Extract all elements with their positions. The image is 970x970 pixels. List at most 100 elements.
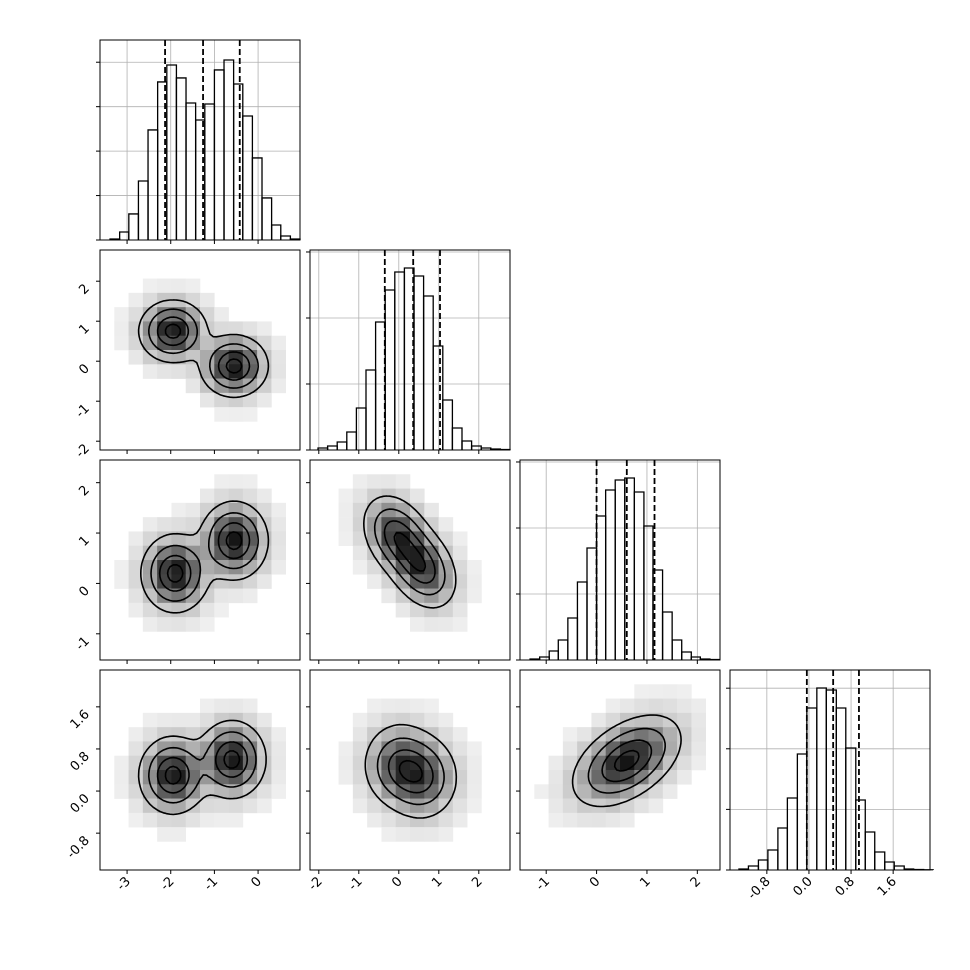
density-cell <box>438 588 454 604</box>
x-tick-label: 0 <box>248 874 264 890</box>
density-cell <box>591 712 607 728</box>
density-cell <box>677 712 692 728</box>
density-cell <box>367 560 382 575</box>
density-cell <box>157 321 172 337</box>
density-cell <box>257 502 272 518</box>
density-cell <box>200 798 215 814</box>
density-cell <box>438 617 454 632</box>
contour <box>164 750 241 785</box>
density-cell <box>395 574 411 589</box>
contour <box>571 714 682 808</box>
histogram-bin <box>175 77 187 240</box>
density-cell <box>662 755 678 771</box>
density-cell <box>242 574 258 589</box>
density-cell <box>662 741 678 757</box>
density-cell <box>410 812 425 828</box>
density-cell <box>128 812 144 828</box>
density-cell <box>691 755 707 771</box>
density-cell <box>128 321 144 337</box>
density-cell <box>271 770 287 785</box>
density-cell <box>142 517 158 532</box>
density-cell <box>128 784 144 799</box>
density-cell <box>157 517 172 532</box>
contour <box>387 749 434 794</box>
density-cell <box>467 798 482 814</box>
density-cell <box>114 770 129 785</box>
density-cell <box>185 560 201 575</box>
density-cell <box>185 617 201 632</box>
y-tick-label: 1.6 <box>68 707 93 732</box>
density-cell <box>257 798 272 814</box>
x-tick-label: -2 <box>306 874 326 894</box>
density-cell <box>171 364 187 379</box>
histogram-bin <box>643 525 654 660</box>
histogram-bin <box>326 445 338 450</box>
density-cell <box>128 531 144 547</box>
contour <box>148 731 257 804</box>
density-cell <box>548 798 564 814</box>
pair-panel <box>338 698 482 842</box>
histogram-bin <box>413 275 425 450</box>
density-cell <box>171 812 187 828</box>
density-cell <box>214 574 229 589</box>
density-cell <box>185 588 201 604</box>
density-cell <box>142 321 158 337</box>
density-cell <box>452 545 468 561</box>
density-cell <box>410 727 425 742</box>
density-cell <box>338 502 354 518</box>
density-cell <box>228 812 244 828</box>
histogram-bin <box>767 849 779 870</box>
density-cell <box>228 560 244 575</box>
density-cell <box>214 364 229 379</box>
density-cell <box>620 812 635 828</box>
y-tick-label: 1 <box>76 321 92 337</box>
x-tick-label: 2 <box>469 874 485 890</box>
density-cell <box>171 712 187 728</box>
pair-panel <box>114 278 287 422</box>
density-cell <box>395 698 411 714</box>
panel-frame <box>519 669 721 871</box>
density-cell <box>228 474 244 489</box>
density-cell <box>577 798 592 814</box>
density-cell <box>228 364 244 379</box>
density-cell <box>438 574 454 589</box>
density-cell <box>620 741 635 757</box>
histogram-bin <box>874 851 886 870</box>
density-cell <box>185 502 201 518</box>
density-cell <box>271 784 287 799</box>
density-cell <box>242 698 258 714</box>
density-cell <box>548 770 564 785</box>
density-cell <box>271 335 287 351</box>
density-cell <box>128 307 144 322</box>
density-cell <box>562 770 578 785</box>
histogram-bin <box>166 64 178 240</box>
density-cell <box>142 574 158 589</box>
density-cell <box>142 531 158 547</box>
density-cell <box>424 812 439 828</box>
density-cell <box>228 741 244 757</box>
density-cell <box>605 770 621 785</box>
density-cell <box>662 770 678 785</box>
density-cell <box>352 784 368 799</box>
contour <box>150 511 259 602</box>
density-cell <box>200 392 215 408</box>
density-cell <box>395 531 411 547</box>
density-cell <box>367 784 382 799</box>
histogram-bin <box>816 687 827 870</box>
density-cell <box>662 784 678 799</box>
density-cell <box>185 278 201 294</box>
density-cell <box>271 741 287 757</box>
histogram-bin <box>365 369 377 450</box>
histogram-bin <box>280 235 292 240</box>
histogram-bin <box>747 865 760 870</box>
density-cell <box>242 588 258 604</box>
density-cell <box>214 474 229 489</box>
density-cell <box>634 770 649 785</box>
density-cell <box>424 517 439 532</box>
density-cell <box>381 698 397 714</box>
density-cell <box>424 602 439 618</box>
density-cell <box>128 770 144 785</box>
density-cell <box>620 770 635 785</box>
panel-frame <box>99 459 301 661</box>
density-cell <box>142 784 158 799</box>
